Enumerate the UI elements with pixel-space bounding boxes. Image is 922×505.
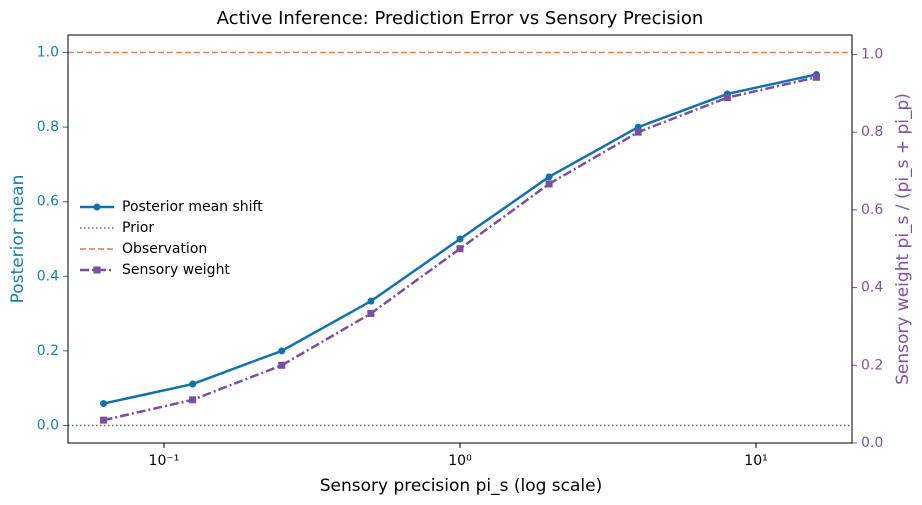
y2-tick-label: 1.0: [861, 46, 883, 62]
y2-tick-label: 0.6: [861, 202, 883, 218]
y2-tick-label: 0.2: [861, 357, 883, 373]
legend-label: Prior: [122, 220, 154, 236]
y-tick-label: 0.0: [37, 417, 59, 433]
data-point: [278, 361, 286, 369]
series-line: [103, 76, 817, 422]
y-tick-label: 0.8: [37, 119, 59, 135]
chart-title: Active Inference: Prediction Error vs Se…: [217, 8, 704, 29]
plot-frame: [67, 34, 853, 444]
legend-label: Observation: [122, 241, 207, 257]
y-tick-label: 0.4: [37, 268, 59, 284]
legend-label: Posterior mean shift: [122, 199, 263, 215]
y-tick-label: 0.6: [37, 194, 59, 210]
data-point: [545, 173, 553, 181]
data-point: [189, 380, 197, 388]
data-point: [634, 128, 642, 136]
y-tick-label: 0.2: [37, 343, 59, 359]
data-point: [367, 297, 375, 305]
y2-tick-label: 0.4: [861, 280, 883, 296]
y2-tick-label: 0.8: [861, 124, 883, 140]
y-axis-label: Posterior mean: [8, 175, 28, 304]
x-tick-label: 10⁰: [448, 453, 472, 469]
data-point: [100, 400, 108, 408]
data-point: [189, 396, 197, 404]
data-point: [456, 245, 464, 253]
data-point: [723, 94, 731, 102]
x-axis-label: Sensory precision pi_s (log scale): [320, 476, 603, 496]
y2-tick-label: 0.0: [861, 435, 883, 451]
data-point: [545, 180, 553, 188]
legend-marker: [93, 203, 101, 211]
data-point: [100, 416, 108, 424]
y-tick-label: 1.0: [37, 45, 59, 61]
legend-marker: [93, 266, 101, 274]
y2-axis-label: Sensory weight pi_s / (pi_s + pi_p): [893, 93, 913, 385]
data-point: [456, 235, 464, 243]
x-tick-label: 10⁻¹: [149, 453, 180, 469]
legend-label: Sensory weight: [122, 262, 230, 278]
x-tick-label: 10¹: [744, 453, 767, 469]
data-point: [812, 73, 820, 81]
data-point: [367, 309, 375, 317]
data-point: [278, 347, 286, 355]
